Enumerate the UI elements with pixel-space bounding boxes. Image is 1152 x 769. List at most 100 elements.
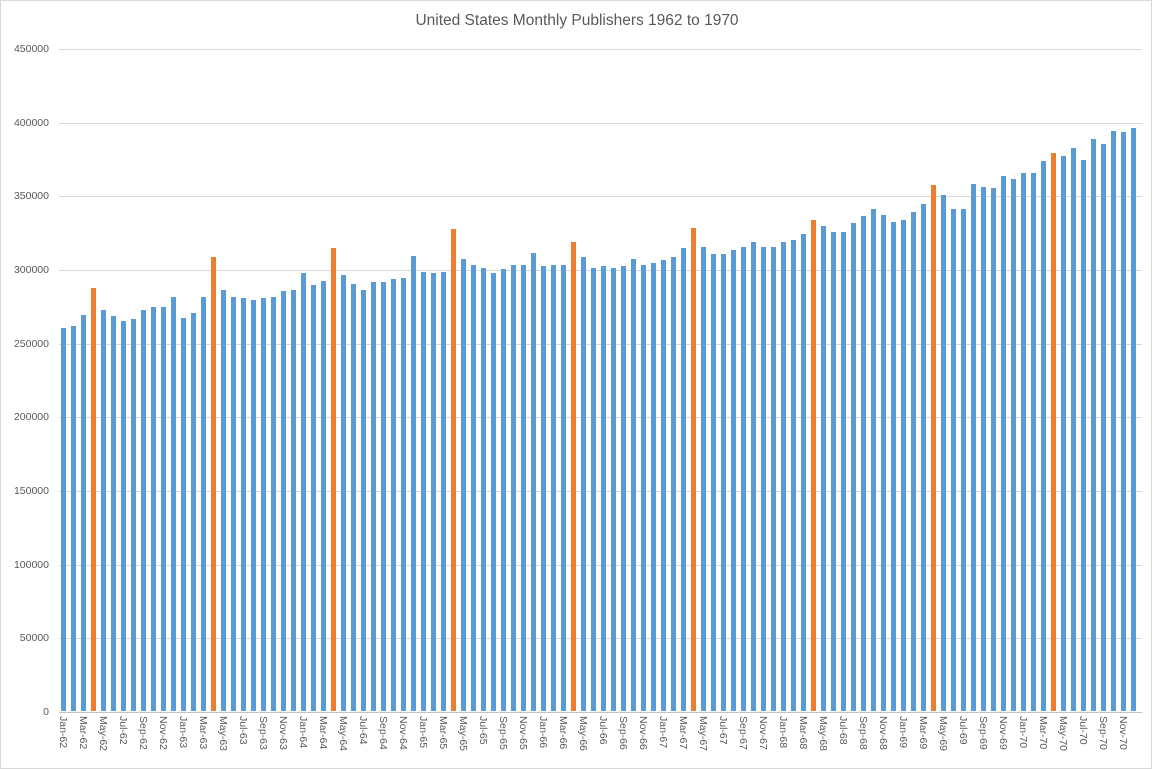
- bar-Mar-66: [560, 264, 566, 711]
- bar-Nov-66: [640, 264, 646, 711]
- bar-Jul-64: [360, 289, 366, 711]
- bar-Dec-62: [170, 297, 176, 711]
- bar-Sep-70: [1100, 143, 1106, 711]
- gridline-450000: [59, 49, 1142, 50]
- x-tick-label-Jan-69: Jan-69: [897, 716, 909, 749]
- x-tick-label-May-67: May-67: [697, 716, 709, 752]
- bar-May-68: [820, 226, 826, 711]
- bar-Jul-67: [720, 254, 726, 711]
- bar-Nov-67: [760, 246, 766, 711]
- bar-Nov-68: [880, 214, 886, 711]
- bar-Feb-64: [310, 285, 316, 711]
- x-tick-label-Mar-67: Mar-67: [677, 716, 689, 750]
- bar-Jun-66: [590, 267, 596, 711]
- bar-May-67: [700, 246, 706, 711]
- x-tick-label-Jul-67: Jul-67: [717, 716, 729, 745]
- y-tick-label: 300000: [13, 264, 49, 276]
- bar-Sep-69: [980, 186, 986, 711]
- x-tick-label-Jul-65: Jul-65: [477, 716, 489, 745]
- bar-Jul-65: [480, 267, 486, 711]
- bar-Mar-68: [800, 233, 806, 711]
- bar-Jan-68: [780, 242, 786, 711]
- bar-Apr-68: [810, 220, 816, 711]
- bar-Mar-64: [320, 280, 326, 711]
- bar-Jun-70: [1070, 148, 1076, 711]
- bar-Jan-63: [180, 317, 186, 711]
- bar-Feb-69: [910, 211, 916, 711]
- bar-Sep-62: [140, 310, 146, 711]
- bar-Dec-70: [1130, 127, 1136, 711]
- x-tick-label-Nov-70: Nov-70: [1117, 716, 1129, 750]
- bar-May-63: [220, 289, 226, 711]
- bar-Feb-70: [1030, 173, 1036, 711]
- bar-Jun-68: [830, 232, 836, 711]
- x-tick-label-Sep-65: Sep-65: [497, 716, 509, 750]
- bar-May-62: [100, 310, 106, 711]
- x-tick-label-Sep-68: Sep-68: [857, 716, 869, 750]
- x-tick-label-Jul-70: Jul-70: [1077, 716, 1089, 745]
- x-tick-label-Jan-65: Jan-65: [417, 716, 429, 749]
- bar-Sep-64: [380, 282, 386, 711]
- x-tick-label-May-64: May-64: [337, 716, 349, 752]
- x-tick-label-Jan-62: Jan-62: [57, 716, 69, 749]
- bar-Apr-64: [330, 248, 336, 711]
- bar-Aug-64: [370, 282, 376, 711]
- bar-Nov-62: [160, 307, 166, 711]
- x-tick-label-Jul-62: Jul-62: [117, 716, 129, 745]
- bar-Sep-65: [500, 269, 506, 711]
- x-tick-label-Nov-69: Nov-69: [997, 716, 1009, 750]
- bar-Nov-63: [280, 291, 286, 711]
- bar-Oct-65: [510, 264, 516, 711]
- bar-Oct-68: [870, 208, 876, 711]
- x-tick-label-Nov-67: Nov-67: [757, 716, 769, 750]
- x-tick-label-Mar-70: Mar-70: [1037, 716, 1049, 750]
- bar-Mar-63: [200, 297, 206, 711]
- bar-May-64: [340, 274, 346, 711]
- bar-May-65: [460, 258, 466, 711]
- x-tick-label-May-70: May-70: [1057, 716, 1069, 752]
- bar-Mar-67: [680, 248, 686, 711]
- bar-Feb-63: [190, 313, 196, 711]
- y-tick-label: 150000: [13, 485, 49, 497]
- y-tick-label: 350000: [13, 190, 49, 203]
- bar-Jan-62: [60, 327, 66, 711]
- bar-Jul-62: [120, 320, 126, 711]
- bar-Dec-68: [890, 221, 896, 711]
- x-tick-label-Mar-69: Mar-69: [917, 716, 929, 750]
- y-tick-label: 50000: [19, 632, 49, 645]
- chart-title: United States Monthly Publishers 1962 to…: [415, 12, 739, 29]
- x-tick-label-Sep-69: Sep-69: [977, 716, 989, 750]
- bar-Feb-65: [430, 273, 436, 711]
- x-tick-label-Nov-66: Nov-66: [637, 716, 649, 750]
- bar-May-66: [580, 257, 586, 711]
- bar-Jun-64: [350, 283, 356, 711]
- bar-Jan-64: [300, 273, 306, 711]
- x-tick-label-Mar-66: Mar-66: [557, 716, 569, 750]
- x-tick-label-Nov-64: Nov-64: [397, 716, 409, 750]
- x-tick-label-Sep-62: Sep-62: [137, 716, 149, 750]
- y-tick-label: 100000: [13, 558, 49, 571]
- bar-Nov-69: [1000, 176, 1006, 711]
- x-tick-label-Nov-62: Nov-62: [157, 716, 169, 750]
- plot-area: [59, 49, 1142, 713]
- x-tick-label-Mar-62: Mar-62: [77, 716, 89, 750]
- x-tick-label-May-65: May-65: [457, 716, 469, 752]
- gridline-350000: [59, 196, 1142, 198]
- bar-Oct-69: [990, 187, 996, 711]
- bar-Sep-63: [260, 298, 266, 711]
- bar-Jun-63: [230, 297, 236, 711]
- x-tick-label-Jul-64: Jul-64: [357, 716, 369, 745]
- bar-Dec-66: [650, 263, 656, 711]
- bar-Aug-66: [610, 267, 616, 711]
- bar-Aug-62: [130, 319, 136, 711]
- bar-Jun-62: [110, 316, 116, 711]
- bar-Sep-66: [620, 266, 626, 711]
- y-tick-label: 250000: [13, 337, 49, 350]
- bar-Jul-69: [960, 208, 966, 711]
- x-tick-label-May-66: May-66: [577, 716, 589, 752]
- bar-Nov-64: [400, 277, 406, 711]
- bar-Jan-67: [660, 260, 666, 711]
- bar-Aug-70: [1090, 139, 1096, 711]
- bar-Aug-69: [970, 183, 976, 711]
- bar-Jul-66: [600, 266, 606, 711]
